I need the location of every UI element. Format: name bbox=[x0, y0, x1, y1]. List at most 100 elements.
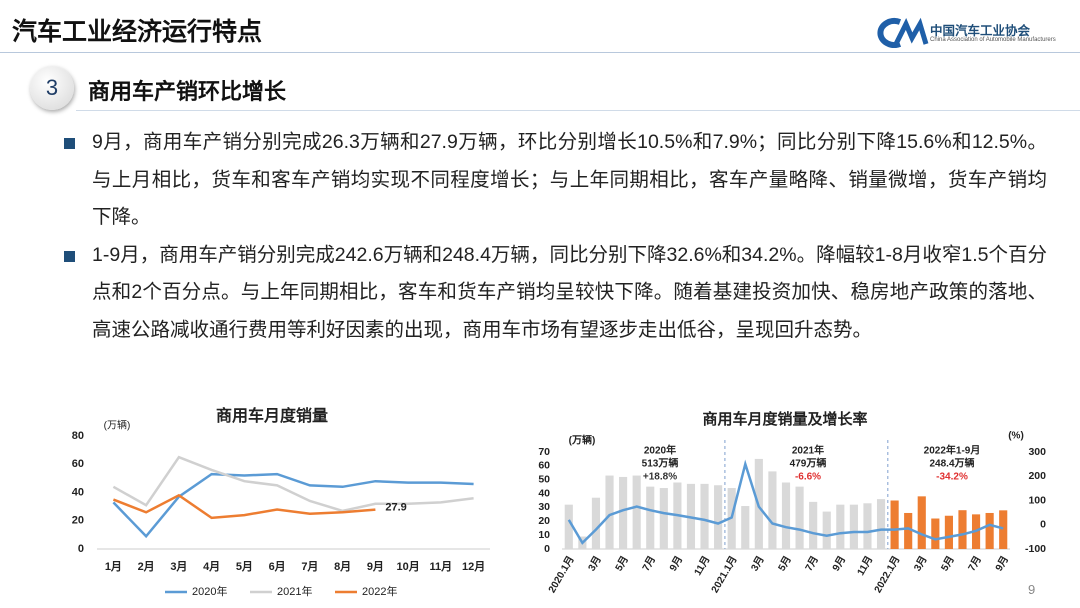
y-tick-label: 80 bbox=[72, 430, 84, 442]
x-tick-label: 5月 bbox=[939, 554, 957, 573]
bar bbox=[714, 485, 723, 549]
growth-line bbox=[567, 459, 1004, 545]
bar bbox=[632, 475, 641, 549]
series-line bbox=[112, 472, 474, 539]
bar bbox=[605, 475, 614, 549]
y-tick-label: 40 bbox=[72, 486, 84, 498]
y2-tick-label: 300 bbox=[1028, 446, 1046, 458]
x-tick-label: 3月 bbox=[911, 554, 929, 573]
x-tick-label: 2月 bbox=[138, 560, 155, 573]
annotation-label: 2021年 bbox=[792, 444, 824, 457]
x-tick-label: 7月 bbox=[640, 554, 658, 573]
x-tick-label: 3月 bbox=[170, 560, 187, 573]
page-number: 9 bbox=[1028, 582, 1036, 597]
x-tick-label: 2022.1月 bbox=[872, 554, 903, 595]
x-tick-label: 9月 bbox=[667, 554, 685, 573]
logo-mark bbox=[877, 17, 929, 48]
annotation-total: 248.4万辆 bbox=[929, 457, 974, 470]
x-tick-label: 7月 bbox=[966, 554, 984, 573]
annotation-change: +18.8% bbox=[643, 472, 677, 483]
bar bbox=[619, 476, 628, 549]
x-tick-label: 8月 bbox=[334, 560, 351, 573]
x-tick-label: 2020.1月 bbox=[546, 554, 577, 595]
series-line bbox=[112, 455, 474, 513]
bar bbox=[999, 510, 1008, 549]
bar bbox=[768, 471, 777, 549]
y-tick-label: 70 bbox=[538, 446, 550, 458]
y-tick-label: 50 bbox=[538, 473, 550, 485]
x-tick-label: 4月 bbox=[203, 560, 220, 573]
annotation-label: 2020年 bbox=[644, 444, 676, 457]
chart-title: 商用车月度销量及增长率 bbox=[702, 410, 867, 428]
bar bbox=[931, 518, 940, 549]
x-tick-label: 11月 bbox=[430, 560, 453, 573]
section-rule bbox=[76, 110, 1080, 111]
bar bbox=[659, 488, 668, 549]
y-tick-label: 0 bbox=[544, 543, 550, 555]
x-tick-label: 1月 bbox=[105, 560, 122, 573]
y2-tick-label: -100 bbox=[1025, 543, 1046, 555]
series-line bbox=[112, 493, 376, 520]
data-label: 27.9 bbox=[385, 501, 406, 513]
x-tick-label: 5月 bbox=[236, 560, 253, 573]
bar bbox=[809, 501, 818, 549]
bar bbox=[890, 500, 899, 549]
chart-title: 商用车月度销量 bbox=[216, 406, 328, 425]
y-tick-label: 60 bbox=[538, 460, 550, 472]
y2-tick-label: 0 bbox=[1040, 519, 1046, 531]
bar bbox=[700, 483, 709, 549]
bar bbox=[741, 506, 750, 549]
y-tick-label: 40 bbox=[538, 487, 550, 499]
legend-label: 2020年 bbox=[192, 584, 227, 598]
y-tick-label: 60 bbox=[72, 458, 84, 470]
x-tick-label: 9月 bbox=[830, 554, 848, 573]
bar bbox=[904, 512, 913, 549]
y-axis-label: (万辆) bbox=[569, 434, 596, 447]
annotation-total: 513万辆 bbox=[642, 457, 679, 470]
x-tick-label: 3月 bbox=[749, 554, 767, 573]
legend-label: 2021年 bbox=[277, 584, 312, 598]
annotation-change: -34.2% bbox=[936, 472, 968, 483]
bullet: 9月，商用车产销分别完成26.3万辆和27.9万辆，环比分别增长10.5%和7.… bbox=[62, 124, 1047, 237]
annotation-change: -6.6% bbox=[795, 472, 821, 483]
y-tick-label: 20 bbox=[72, 515, 84, 527]
y-tick-label: 30 bbox=[538, 501, 550, 513]
section-title: 商用车产销环比增长 bbox=[88, 79, 287, 104]
x-tick-label: 11月 bbox=[692, 554, 713, 578]
y-tick-label: 10 bbox=[538, 529, 550, 541]
x-tick-label: 7月 bbox=[803, 554, 821, 573]
x-tick-label: 11月 bbox=[855, 554, 876, 578]
bar bbox=[781, 482, 791, 549]
x-tick-label: 10月 bbox=[397, 560, 420, 573]
x-tick-label: 7月 bbox=[301, 560, 318, 573]
header-title: 汽车工业经济运行特点 bbox=[12, 18, 263, 46]
x-tick-label: 6月 bbox=[269, 560, 286, 573]
bar bbox=[876, 499, 886, 549]
bar bbox=[958, 510, 967, 549]
x-tick-label: 12月 bbox=[462, 560, 485, 573]
annotation-label: 2022年1-9月 bbox=[924, 444, 981, 457]
bar bbox=[795, 486, 804, 549]
y2-tick-label: 200 bbox=[1028, 470, 1046, 482]
x-tick-label: 5月 bbox=[613, 554, 631, 573]
bar bbox=[849, 504, 858, 549]
bar bbox=[591, 497, 601, 549]
section-number: 3 bbox=[30, 66, 74, 110]
logo-english: China Association of Automobile Manufact… bbox=[930, 37, 1056, 43]
bar bbox=[863, 503, 872, 549]
bullet: 1-9月，商用车产销分别完成242.6万辆和248.4万辆，同比分别下降32.6… bbox=[62, 237, 1047, 350]
bar bbox=[836, 504, 845, 549]
bar bbox=[646, 486, 655, 549]
y-tick-label: 0 bbox=[78, 543, 84, 555]
bullet-list: 9月，商用车产销分别完成26.3万辆和27.9万辆，环比分别增长10.5%和7.… bbox=[62, 124, 1047, 349]
x-tick-label: 3月 bbox=[586, 554, 604, 573]
annotation-total: 479万辆 bbox=[790, 457, 827, 470]
header-rule bbox=[0, 52, 1080, 53]
y-tick-label: 20 bbox=[538, 515, 550, 527]
x-tick-label: 9月 bbox=[993, 554, 1011, 573]
y2-tick-label: 100 bbox=[1028, 494, 1046, 506]
charts: 商用车月度销量 (万辆) 0 20 40 60 80 1月 2月 3月 4月 5月 6月 7月 8月 9月 10… bbox=[72, 406, 1046, 598]
logo-name: 中国汽车工业协会 bbox=[930, 24, 1031, 38]
bar bbox=[985, 512, 994, 549]
